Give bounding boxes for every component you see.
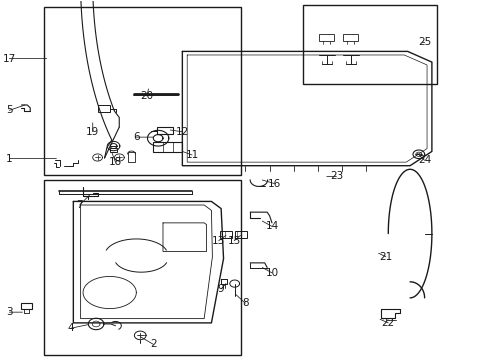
Text: 18: 18 <box>109 157 122 167</box>
Text: 13: 13 <box>212 236 225 246</box>
Bar <box>303 5 436 84</box>
Text: 19: 19 <box>86 127 99 137</box>
Text: 6: 6 <box>133 132 140 142</box>
Bar <box>44 180 240 355</box>
Text: 17: 17 <box>3 54 16 64</box>
Text: 4: 4 <box>67 323 74 333</box>
Text: 2: 2 <box>150 339 156 349</box>
Text: 3: 3 <box>6 307 13 317</box>
Bar <box>219 231 232 238</box>
Text: 5: 5 <box>6 105 13 115</box>
Bar <box>157 127 172 134</box>
Bar <box>127 153 135 162</box>
Text: 9: 9 <box>217 284 224 294</box>
Text: 16: 16 <box>267 179 281 189</box>
Bar <box>234 231 247 238</box>
Text: 14: 14 <box>265 221 278 231</box>
Text: 23: 23 <box>329 171 343 181</box>
Text: 20: 20 <box>140 91 153 101</box>
Bar <box>318 33 333 41</box>
Text: 7: 7 <box>76 200 83 210</box>
Text: 12: 12 <box>175 127 188 137</box>
Bar <box>21 303 32 309</box>
Text: 15: 15 <box>227 236 240 246</box>
Text: 22: 22 <box>381 318 394 328</box>
Bar <box>110 148 117 153</box>
Bar <box>98 105 109 112</box>
Text: 10: 10 <box>265 268 278 278</box>
Text: 11: 11 <box>185 150 198 160</box>
Text: 25: 25 <box>417 37 430 48</box>
Text: 21: 21 <box>379 252 392 262</box>
Bar <box>343 33 357 41</box>
Bar <box>153 142 182 152</box>
Text: 8: 8 <box>242 298 248 308</box>
Text: 24: 24 <box>417 156 430 165</box>
Bar <box>44 7 240 175</box>
Text: 1: 1 <box>6 154 13 163</box>
